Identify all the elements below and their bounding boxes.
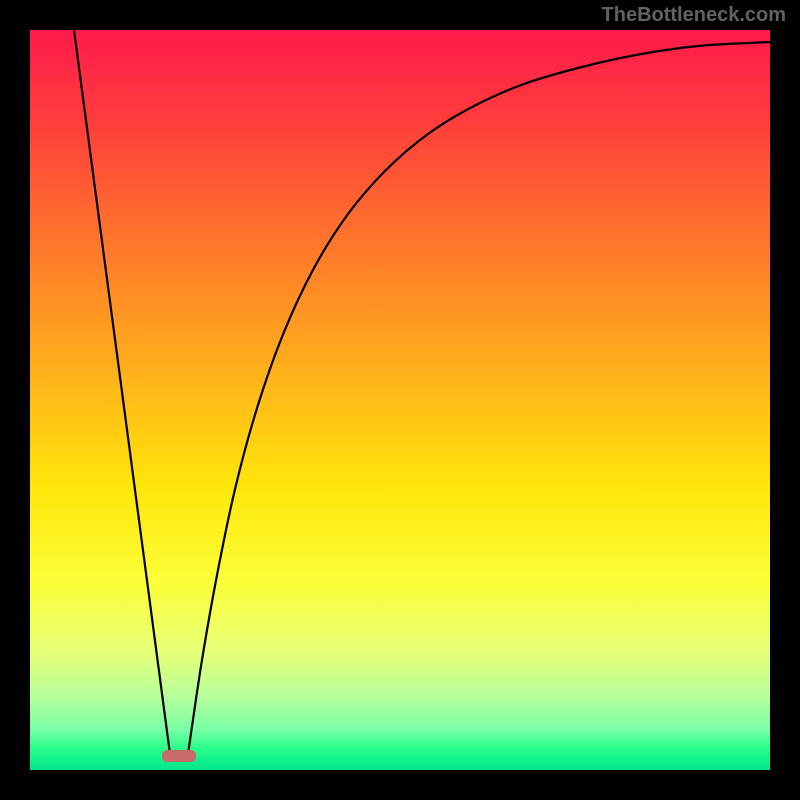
watermark-text: TheBottleneck.com	[602, 4, 786, 27]
plot-area	[30, 30, 770, 770]
chart-frame: TheBottleneck.com	[0, 0, 800, 800]
bottleneck-curve	[30, 30, 770, 770]
bottleneck-marker	[162, 750, 196, 762]
